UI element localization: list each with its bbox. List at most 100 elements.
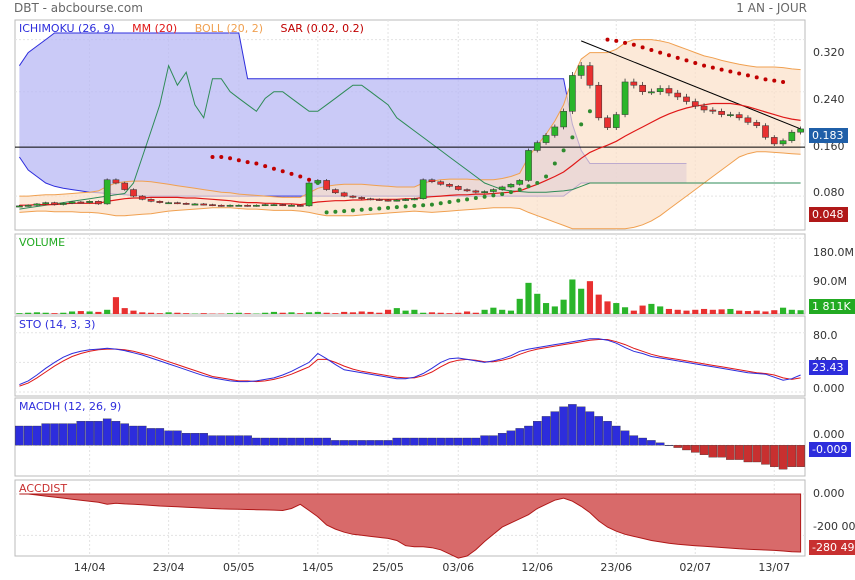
macdh-bar [225,435,235,446]
volume-bar [648,303,655,314]
macdh-bar [717,445,726,458]
macdh-bar [524,425,533,446]
x-tick-label: 05/05 [222,561,255,574]
volume-bar [762,311,769,314]
macdh-tick: 0.000 [813,428,845,441]
sar-dot [438,201,443,206]
volume-bar [279,312,286,314]
candle-body [270,204,278,207]
candle-body [279,204,287,207]
sar-dot [719,67,724,72]
candle-body [472,190,480,193]
volume-bar [358,311,365,314]
macdh-bar [427,437,437,446]
sar-dot [666,53,671,58]
sar-dot [307,177,312,182]
sar-dot [658,50,663,55]
volume-bar [446,313,453,314]
sar-dot [456,198,461,203]
volume-bar [68,311,76,314]
volume-bar [551,306,558,314]
macdh-bar [664,445,674,446]
volume-bar [235,312,242,314]
sar-dot [421,203,426,208]
macdh-bar [94,421,103,446]
panel-frame [14,315,806,397]
macdh-bar [497,433,507,446]
macdh-bar [234,435,244,446]
x-tick-label: 03/06 [442,561,475,574]
candle-body [419,179,427,199]
x-tick-label: 14/04 [73,561,106,574]
sar-dot [429,202,434,207]
candle-body [674,92,682,98]
volume-bar [569,279,576,314]
legend-sar: SAR (0.02, 0.2) [280,22,364,35]
macdh-bar [568,404,577,446]
volume-bar [578,288,585,314]
candle-body [235,204,243,207]
macdh-bar [647,440,656,446]
sto-last-badge: 23.43 [809,360,848,375]
volume-bar [420,312,427,314]
macdh-bar [506,430,516,446]
volume-last-badge: 1 811K [809,299,855,314]
volume-bar [60,312,67,314]
sar-dot [702,63,707,68]
volume-bar [411,309,418,314]
volume-bar [683,310,690,314]
sar-dot [403,204,408,209]
sar-dot [473,196,478,201]
volume-bar [481,309,488,314]
candle-body [577,65,585,76]
candle-body [402,199,409,201]
legend-sto: STO (14, 3, 3) [19,318,96,331]
volume-bar [323,312,330,314]
volume-bar [797,310,804,314]
sar-dot [605,37,610,42]
candle-body [393,199,401,202]
volume-bar [288,312,295,314]
macdh-bar [278,437,287,446]
candle-body [779,140,787,145]
candle-body [665,88,673,94]
macdh-bar [313,437,323,446]
sar-dot [394,205,399,210]
macdh-bar [102,418,112,446]
volume-bar [305,312,313,314]
sar-dot [710,65,715,70]
sar-dot [315,181,320,186]
candle-body [604,117,611,128]
volume-bar [779,307,787,314]
volume-bar [463,311,471,314]
macdh-bar [726,445,735,460]
sar-dot [728,69,733,74]
macdh-bar [120,423,129,446]
candle-body [516,180,524,185]
macdh-bar [410,437,419,446]
mm20-line [19,102,801,206]
macdh-bar [199,433,208,446]
candle-body [182,203,190,205]
candle-body [112,179,120,184]
price-legend: ICHIMOKU (26, 9) MM (20) BOLL (20, 2) SA… [19,22,378,35]
candle-body [42,202,50,205]
price-tick: 0.160 [813,140,845,153]
candle-body [691,101,699,107]
x-tick-label: 02/07 [679,561,712,574]
macdh-bar [454,437,463,446]
candle-body [147,199,155,202]
sto-k-line [19,338,801,386]
chart-period-label: 1 AN - JOUR [736,1,807,15]
macdh-bar [190,433,200,446]
sar-dot [359,207,364,212]
candle-body [305,182,313,207]
volume-bar [736,310,743,314]
macdh-bar [155,428,165,446]
macdh-bar [76,421,86,446]
macdh-bar [348,440,358,446]
volume-bar [709,309,716,314]
sar-dot [219,154,224,159]
sar-dot [623,40,628,45]
legend-volume: VOLUME [19,236,66,249]
